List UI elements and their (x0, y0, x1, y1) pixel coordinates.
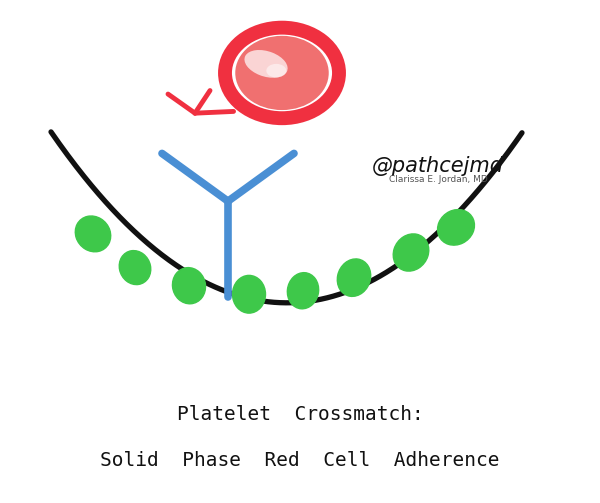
Text: Clarissa E. Jordan, MD: Clarissa E. Jordan, MD (389, 175, 487, 184)
Text: Platelet  Crossmatch:: Platelet Crossmatch: (176, 405, 424, 425)
Ellipse shape (393, 234, 429, 271)
Ellipse shape (172, 268, 206, 304)
Ellipse shape (119, 250, 151, 285)
Ellipse shape (266, 64, 286, 77)
Text: Solid  Phase  Red  Cell  Adherence: Solid Phase Red Cell Adherence (100, 451, 500, 470)
Ellipse shape (437, 210, 475, 245)
Text: @pathcejmd: @pathcejmd (372, 156, 504, 176)
Ellipse shape (337, 259, 371, 296)
Ellipse shape (233, 276, 265, 313)
Ellipse shape (75, 216, 111, 252)
Ellipse shape (287, 273, 319, 309)
Ellipse shape (244, 50, 287, 78)
Ellipse shape (235, 36, 329, 110)
